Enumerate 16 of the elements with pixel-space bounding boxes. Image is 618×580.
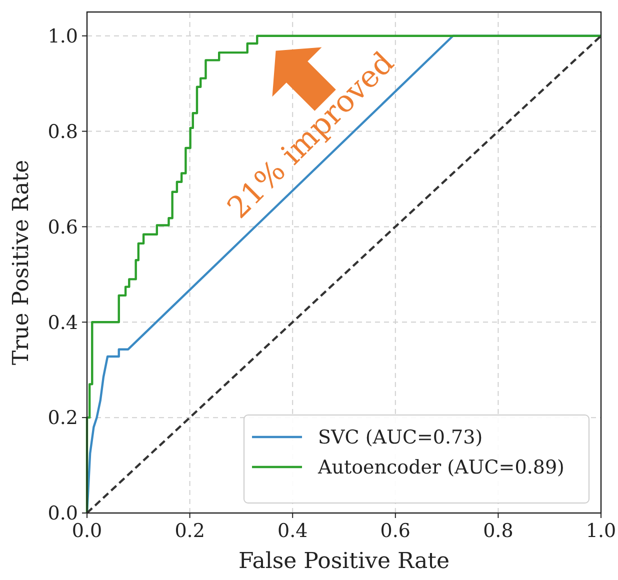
legend-label: SVC (AUC=0.73) <box>318 426 483 449</box>
y-tick-label: 0.2 <box>48 407 78 430</box>
x-tick-label: 0.6 <box>380 520 411 542</box>
y-tick-label: 0.6 <box>48 216 78 238</box>
x-tick-label: 0.0 <box>72 520 102 542</box>
x-tick-label: 1.0 <box>586 520 616 542</box>
x-tick-label: 0.4 <box>277 520 308 542</box>
y-tick-label: 1.0 <box>48 26 78 48</box>
x-tick-label: 0.2 <box>174 520 205 542</box>
y-tick-label: 0.8 <box>48 120 78 143</box>
line-series <box>86 34 602 514</box>
x-axis-title: False Positive Rate <box>238 549 450 574</box>
y-tick-label: 0.4 <box>48 312 78 334</box>
y-axis-title: True Positive Rate <box>9 160 34 366</box>
legend-label: Autoencoder (AUC=0.89) <box>317 456 564 479</box>
x-tick-label: 0.8 <box>483 520 514 542</box>
